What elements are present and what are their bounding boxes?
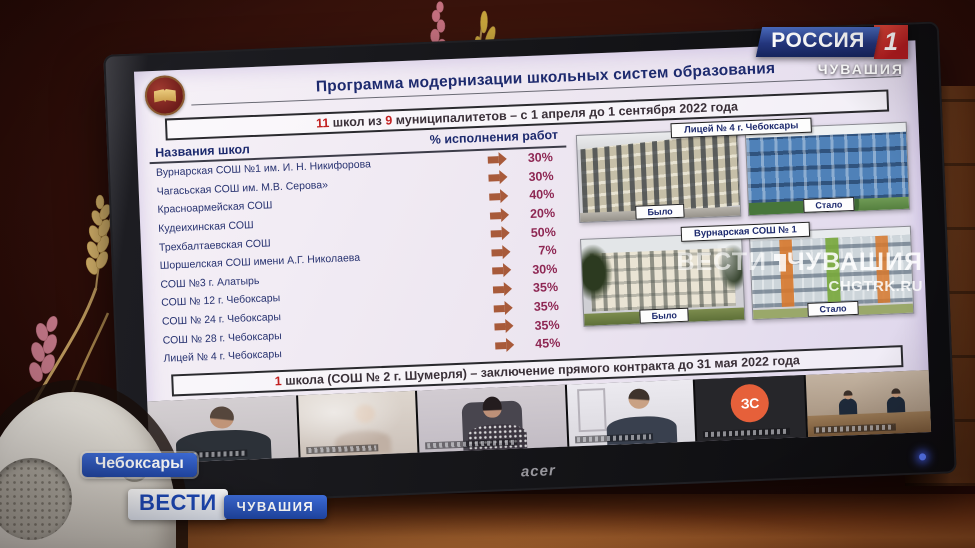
schools-count: 11 (315, 115, 330, 131)
watermark-brand: ВЕСТИ (676, 248, 767, 276)
note-count: 1 (274, 374, 282, 389)
location-tag: Чебоксары (82, 453, 197, 477)
arrow-icon (492, 286, 505, 294)
arrow-icon (492, 267, 504, 275)
station-watermark: ВЕСТИ ЧУВАШИЯ CHGTRK.RU (676, 248, 923, 296)
channel-name-band: РОССИЯ (756, 27, 881, 57)
schools-table: Названия школ % исполнения работ Вурнарс… (147, 127, 575, 372)
arrow-icon (489, 193, 501, 201)
completion-percent: 35% (534, 317, 560, 333)
channel-number-badge: 1 (874, 25, 908, 59)
vesti-logo-mark-icon (773, 253, 786, 272)
municipalities-count: 9 (385, 113, 393, 128)
avatar: ЗС (730, 383, 770, 424)
arrow-icon (493, 304, 505, 313)
program-bug: ВЕСТИ ЧУВАШИЯ (128, 489, 328, 520)
slide-title: Программа модернизации школьных систем о… (315, 60, 776, 96)
photo-group: Лицей № 4 г. Чебоксары Было Стало (575, 114, 911, 223)
channel-region: ЧУВАШИЯ (817, 61, 904, 77)
bug-brand: ВЕСТИ (128, 489, 228, 520)
completion-percent: 30% (528, 168, 554, 184)
arrow-icon (489, 211, 502, 220)
channel-number: 1 (884, 27, 898, 56)
power-led (918, 453, 927, 461)
photo-tag-before: Было (635, 203, 685, 220)
completion-percent: 35% (533, 298, 560, 314)
completion-percent: 30% (527, 150, 554, 166)
ministry-emblem-icon (144, 74, 186, 117)
photo-tag-after: Стало (807, 300, 859, 317)
bug-region: ЧУВАШИЯ (223, 495, 328, 519)
watermark-region: ЧУВАШИЯ (786, 248, 923, 276)
presentation-slide: Программа модернизации школьных систем о… (134, 40, 929, 401)
channel-logo: РОССИЯ 1 ЧУВАШИЯ (756, 25, 908, 77)
column-header-percent: % исполнения работ (429, 127, 559, 147)
participant-caption (702, 427, 791, 439)
participant-tile (567, 379, 695, 447)
completion-percent: 7% (538, 243, 557, 258)
photo-tag-after: Стало (803, 196, 855, 213)
school-photo-after: Стало (744, 121, 911, 217)
participant-tile (297, 390, 418, 458)
subtitle-text: школ из (332, 113, 383, 130)
completion-percent: 30% (532, 261, 558, 277)
participant-tile (805, 369, 932, 437)
arrow-icon (494, 323, 506, 331)
participant-tile: ЗС (694, 375, 807, 442)
photo-tag-before: Было (639, 307, 690, 324)
arrow-icon (487, 155, 500, 164)
completion-percent: 45% (534, 336, 561, 352)
completion-percent: 35% (532, 280, 559, 296)
arrow-icon (490, 230, 502, 238)
speaker-grille-icon (0, 458, 72, 540)
photos-column: Лицей № 4 г. Чебоксары Было Стало (566, 114, 918, 356)
completion-percent: 20% (529, 206, 556, 222)
completion-percent: 40% (529, 187, 555, 203)
school-photo-before: Было (575, 128, 742, 223)
participant-caption (305, 444, 379, 455)
column-header-name: Названия школ (154, 142, 251, 160)
arrow-icon (491, 248, 503, 257)
watermark-website: CHGTRK.RU (828, 278, 923, 295)
channel-name: РОССИЯ (771, 29, 866, 52)
monitor-brand-logo: acer (520, 462, 557, 481)
arrow-icon (495, 341, 507, 350)
participant-tile (416, 384, 568, 453)
completion-percent: 50% (530, 224, 557, 240)
arrow-icon (488, 174, 500, 182)
